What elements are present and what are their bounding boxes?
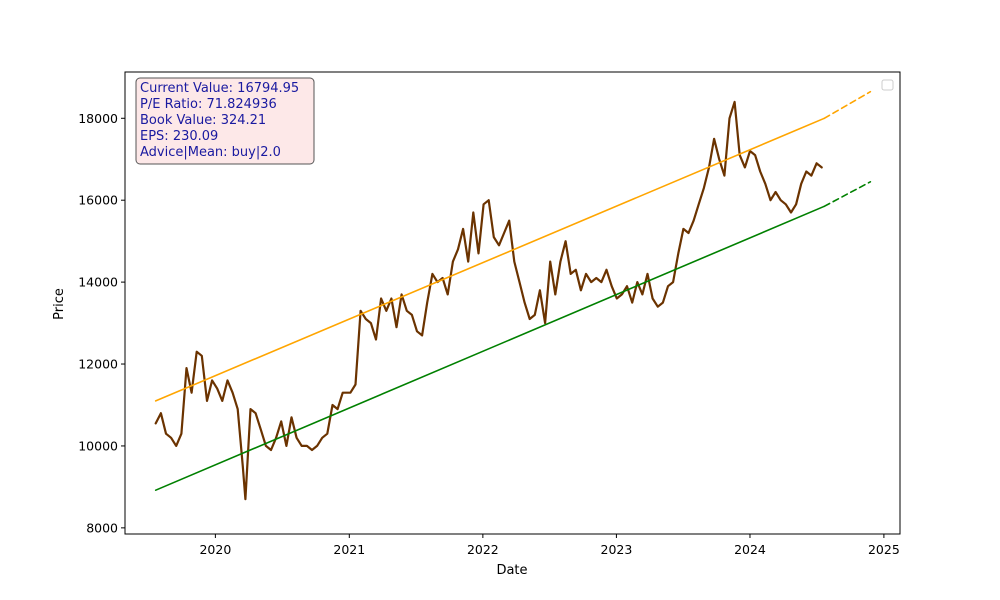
y-axis: 8000 10000 12000 14000 16000 18000 <box>78 111 125 535</box>
info-eps: EPS: 230.09 <box>140 129 218 144</box>
plot-frame <box>124 71 901 535</box>
x-tick-label: 2024 <box>734 542 766 557</box>
info-pe-ratio: P/E Ratio: 71.824936 <box>140 97 277 112</box>
x-tick-label: 2025 <box>868 542 900 557</box>
series-line-price <box>154 100 823 501</box>
y-tick-label: 8000 <box>86 520 118 535</box>
info-box-background <box>135 77 315 165</box>
y-tick-label: 12000 <box>78 357 118 372</box>
x-tick-label: 2021 <box>333 542 365 557</box>
series-line-lower-trend-forecast <box>823 181 872 208</box>
y-tick-label: 14000 <box>78 275 118 290</box>
x-axis-label: Date <box>496 563 527 578</box>
info-current-value: Current Value: 16794.95 <box>140 81 299 96</box>
y-tick-label: 18000 <box>78 111 118 126</box>
series-line-lower-trend <box>154 205 826 491</box>
x-tick-label: 2020 <box>199 542 231 557</box>
series-line-upper-trend-forecast <box>823 90 872 120</box>
x-axis: 2020 2021 2022 2023 2024 2025 <box>199 534 900 557</box>
info-advice-mean: Advice|Mean: buy|2.0 <box>140 145 281 160</box>
x-tick-label: 2022 <box>467 542 499 557</box>
y-tick-label: 16000 <box>78 193 118 208</box>
y-axis-label: Price <box>52 288 67 320</box>
series-line-upper-trend <box>154 117 826 402</box>
x-tick-label: 2023 <box>601 542 633 557</box>
y-tick-label: 10000 <box>78 438 118 453</box>
series-layer <box>154 90 872 501</box>
info-box: Current Value: 16794.95 P/E Ratio: 71.82… <box>135 77 315 165</box>
info-book-value: Book Value: 324.21 <box>140 113 266 128</box>
legend-box <box>881 79 894 91</box>
